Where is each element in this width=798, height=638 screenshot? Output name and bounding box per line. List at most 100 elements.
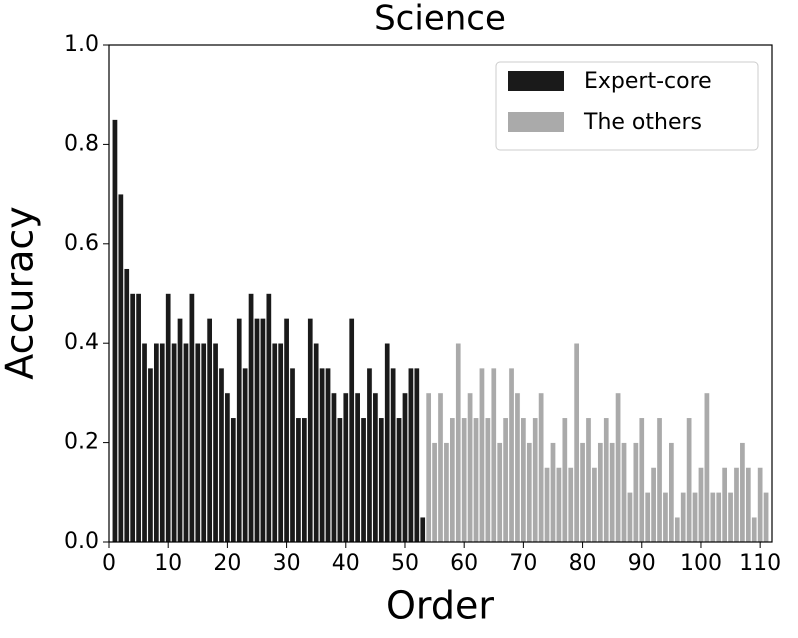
bar [591,467,598,543]
bar [413,367,420,543]
bar [182,342,189,543]
y-tick-label: 0.0 [64,529,99,554]
bar [555,467,562,543]
bar [360,417,367,543]
bar [336,417,343,543]
bar [632,442,639,543]
x-tick-label: 50 [391,551,419,576]
bar [325,367,331,543]
bar [609,442,616,543]
bar [473,417,479,543]
x-tick-label: 90 [628,551,656,576]
bar [597,442,604,543]
bar [188,293,195,543]
bar [550,442,556,543]
bar [751,516,758,543]
bar [259,318,266,543]
bar [709,491,716,543]
bar [200,342,207,543]
bar [508,367,515,543]
bar [662,491,669,543]
bar [437,392,444,543]
legend-swatch [508,71,564,91]
bar [242,367,249,543]
bar [532,417,539,543]
bar [419,516,426,543]
bar [461,417,468,543]
bar [686,417,693,543]
bar [212,342,219,543]
bar [644,491,651,543]
y-tick-label: 0.4 [64,330,99,355]
bar [526,442,533,543]
bar [129,293,136,543]
bar [703,392,710,543]
bar [455,342,462,543]
bar [402,392,408,543]
plot-frame [108,44,773,543]
bar [621,442,627,543]
bar [265,293,272,543]
bar [656,417,663,543]
bar [561,417,568,543]
legend-label: The others [583,110,702,135]
bar [431,442,438,543]
x-tick-label: 100 [680,551,722,576]
y-tick-label: 0.2 [64,430,99,455]
bar [745,467,752,543]
bar [396,417,403,543]
x-tick-label: 10 [154,551,182,576]
bar [425,392,432,543]
legend-swatch [508,112,564,132]
x-tick-label: 40 [332,551,360,576]
bar [111,119,118,543]
bar [271,342,278,543]
x-tick-label: 80 [569,551,597,576]
bar [484,417,491,543]
bar [313,342,320,543]
bar [206,318,213,543]
bar [153,342,160,543]
bar [224,392,231,543]
bar [603,417,610,543]
bar [248,293,255,543]
bar [283,318,290,543]
bar [123,268,130,543]
bar [194,342,201,543]
bar [378,417,385,543]
bar [135,293,142,543]
bar [502,417,509,543]
bar [354,392,361,543]
bar [650,467,657,543]
bar [218,367,225,543]
bar [289,367,296,543]
y-tick-label: 0.8 [64,131,99,156]
bar [254,318,260,543]
bar [520,417,527,543]
bar [230,417,237,543]
bar [638,417,645,543]
bar [171,342,178,543]
x-tick-label: 70 [509,551,537,576]
bar [342,392,349,543]
bar [757,467,764,543]
bar [366,367,373,543]
bar [372,392,379,543]
bar [579,442,586,543]
bar [544,467,551,543]
bar [538,392,545,543]
bar [674,516,681,543]
bar [390,367,397,543]
bar [490,367,497,543]
bar [467,392,474,543]
bar [301,417,308,543]
bar [319,367,326,543]
x-axis-label: Order [386,584,494,628]
y-axis-label: Accuracy [0,206,42,380]
bar [307,318,314,543]
bar [715,491,722,543]
bar [585,417,592,543]
chart-title: Science [374,0,506,39]
bar [692,491,699,543]
bar [698,467,704,543]
